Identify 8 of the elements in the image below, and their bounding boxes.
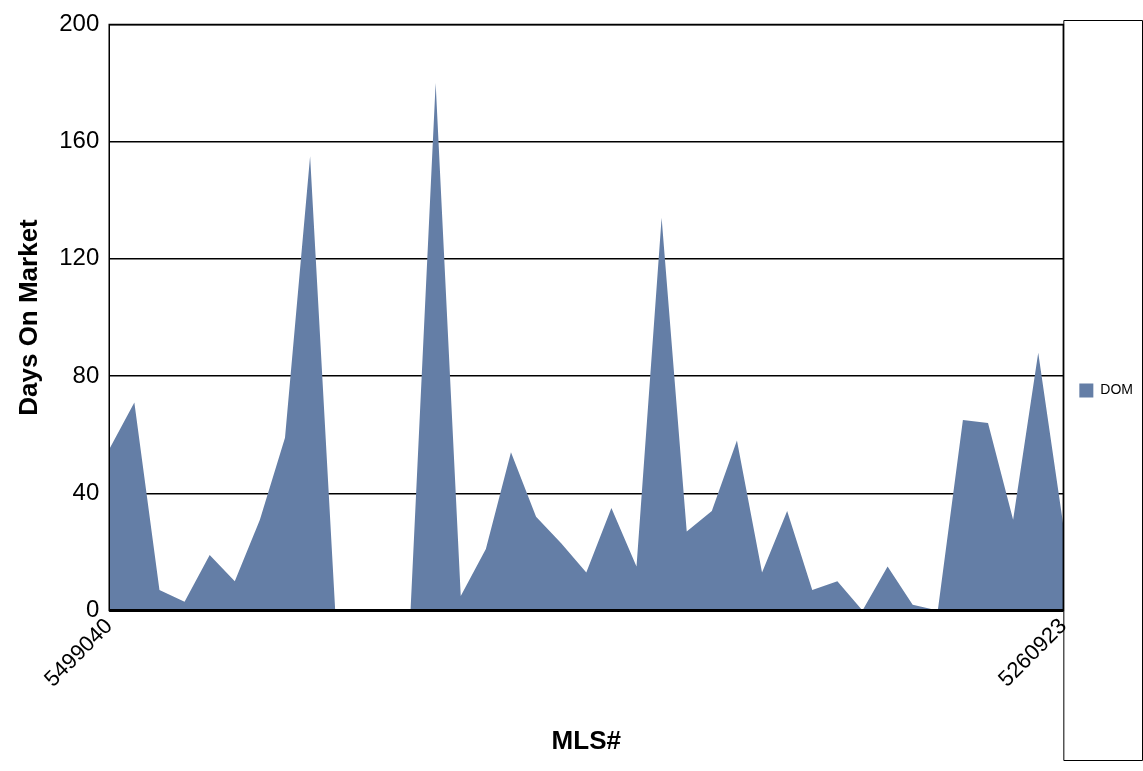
legend-label: DOM (1100, 381, 1134, 398)
y-tick-label: 120 (59, 243, 100, 271)
x-axis-title: MLS# (551, 724, 622, 755)
y-tick-label: 40 (72, 477, 100, 505)
y-tick-label: 80 (72, 360, 100, 388)
y-tick-label: 160 (59, 126, 100, 154)
y-tick-label: 200 (59, 9, 100, 37)
y-axis-title: Days On Market (12, 218, 43, 416)
